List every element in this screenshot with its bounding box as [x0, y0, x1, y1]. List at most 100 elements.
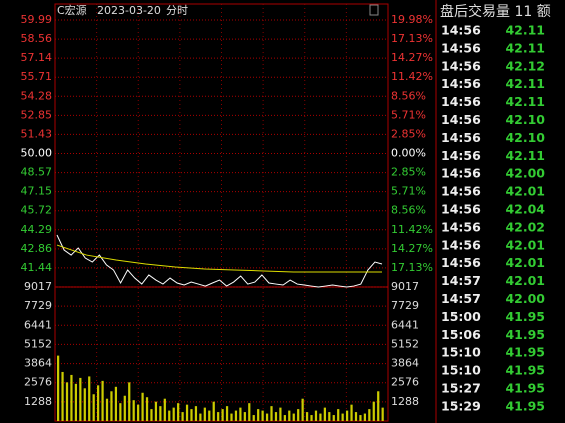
trade-price: 42.02: [505, 219, 545, 234]
volume-bar: [337, 409, 340, 421]
volume-bar: [230, 413, 233, 421]
volume-bar: [363, 413, 366, 421]
y-tick-label: 57.14: [21, 51, 53, 64]
trade-time: 15:27: [441, 381, 481, 396]
volume-bar: [159, 406, 162, 421]
volume-bar: [257, 409, 260, 421]
y-tick-label: 54.28: [21, 89, 53, 102]
trade-price: 42.11: [505, 23, 545, 38]
y-tick-label: 52.85: [21, 108, 53, 121]
volume-bar: [70, 374, 73, 421]
y-tick-label: 41.44: [21, 261, 53, 274]
volume-bar: [345, 410, 349, 421]
chart-mode: 分时: [166, 4, 188, 17]
vol-tick-label: 5152: [24, 337, 52, 350]
volume-bar: [239, 407, 242, 421]
vol-tick-label-right: 7729: [391, 299, 419, 312]
price-line: [56, 234, 383, 288]
volume-bar: [172, 407, 175, 421]
pct-tick-label: 2.85%: [391, 127, 426, 140]
vol-tick-label-right: 9017: [391, 280, 419, 293]
trade-price: 42.01: [505, 255, 545, 270]
volume-bar: [203, 407, 206, 421]
volume-bar: [208, 410, 211, 421]
vol-tick-label: 6441: [24, 318, 52, 331]
trade-time: 14:56: [441, 58, 481, 73]
vol-tick-label: 1288: [24, 395, 52, 408]
trade-time: 14:57: [441, 273, 481, 288]
volume-bar: [328, 412, 331, 421]
vol-tick-label: 2576: [24, 376, 52, 389]
trade-time: 14:56: [441, 23, 481, 38]
pct-tick-label: 17.13%: [391, 32, 433, 45]
trade-price: 42.10: [505, 112, 545, 127]
y-tick-label: 44.29: [21, 223, 53, 236]
pct-tick-label: 8.56%: [391, 204, 426, 217]
trade-time: 15:10: [441, 363, 481, 378]
trade-price: 41.95: [505, 398, 545, 413]
chart-header: C宏源 2023-03-20 分时: [57, 3, 188, 17]
volume-bar: [101, 380, 104, 421]
volume-bar: [128, 382, 131, 421]
trade-time: 14:56: [441, 76, 481, 91]
scroll-icon[interactable]: [369, 4, 379, 16]
trade-time: 14:56: [441, 255, 481, 270]
trade-price: 42.10: [505, 130, 545, 145]
volume-bar: [221, 409, 224, 421]
volume-bar: [199, 413, 202, 421]
volume-bar: [141, 392, 144, 421]
volume-bar: [270, 406, 273, 421]
plot: 59.99 58.56 57.14 55.71 54.28 52.85 51.43 50.00…: [21, 4, 433, 421]
volume-bar: [377, 391, 380, 421]
pct-tick-label: 5.71%: [391, 108, 426, 121]
trade-price: 42.11: [505, 94, 545, 109]
y-tick-label: 58.56: [21, 32, 53, 45]
vol-tick-label-right: 6441: [391, 318, 419, 331]
chart-date: 2023-03-20: [97, 4, 161, 17]
volume-bar: [105, 398, 109, 421]
pct-tick-label: 14.27%: [391, 242, 433, 255]
volume-bar: [225, 406, 229, 421]
trade-price: 42.11: [505, 76, 545, 91]
y-tick-label: 51.43: [21, 127, 53, 140]
volume-bar: [283, 415, 286, 421]
volume-bar: [310, 415, 313, 421]
volume-bar: [372, 401, 375, 421]
trade-price: 42.11: [505, 40, 545, 55]
vol-tick-label-right: 2576: [391, 376, 419, 389]
pct-tick-label: 0.00%: [391, 147, 426, 160]
volume-bar: [123, 395, 126, 421]
volume-bar: [97, 385, 100, 421]
volume-bar: [243, 412, 246, 421]
y-tick-label: 47.15: [21, 185, 53, 198]
volume-bar: [252, 415, 255, 421]
trade-time: 15:06: [441, 327, 481, 342]
volume-bar: [65, 382, 69, 421]
volume-bar: [168, 410, 171, 421]
volume-bar: [323, 407, 326, 421]
trade-time: 14:56: [441, 202, 481, 217]
vol-tick-label: 3864: [24, 357, 52, 370]
vol-tick-label: 7729: [24, 299, 52, 312]
y-tick-label: 55.71: [21, 70, 53, 83]
volume-bar: [261, 410, 264, 421]
trade-price: 41.95: [505, 345, 545, 360]
volume-bar: [194, 406, 198, 421]
volume-bar: [297, 409, 300, 421]
volume-bar: [234, 410, 238, 421]
pct-tick-label: 5.71%: [391, 185, 426, 198]
y-tick-label: 45.72: [21, 204, 53, 217]
volume-bar: [114, 386, 118, 421]
trade-time: 14:56: [441, 237, 481, 252]
volume-bar: [265, 413, 269, 421]
trade-time: 14:56: [441, 148, 481, 163]
pct-tick-label: 17.13%: [391, 261, 433, 274]
trade-time: 15:10: [441, 345, 481, 360]
volume-bar: [332, 415, 335, 421]
pct-tick-label: 19.98%: [391, 13, 433, 26]
pct-tick-label: 8.56%: [391, 89, 426, 102]
y-tick-label: 48.57: [21, 166, 53, 179]
volume-bar: [79, 377, 82, 421]
volume-bar: [381, 407, 384, 421]
